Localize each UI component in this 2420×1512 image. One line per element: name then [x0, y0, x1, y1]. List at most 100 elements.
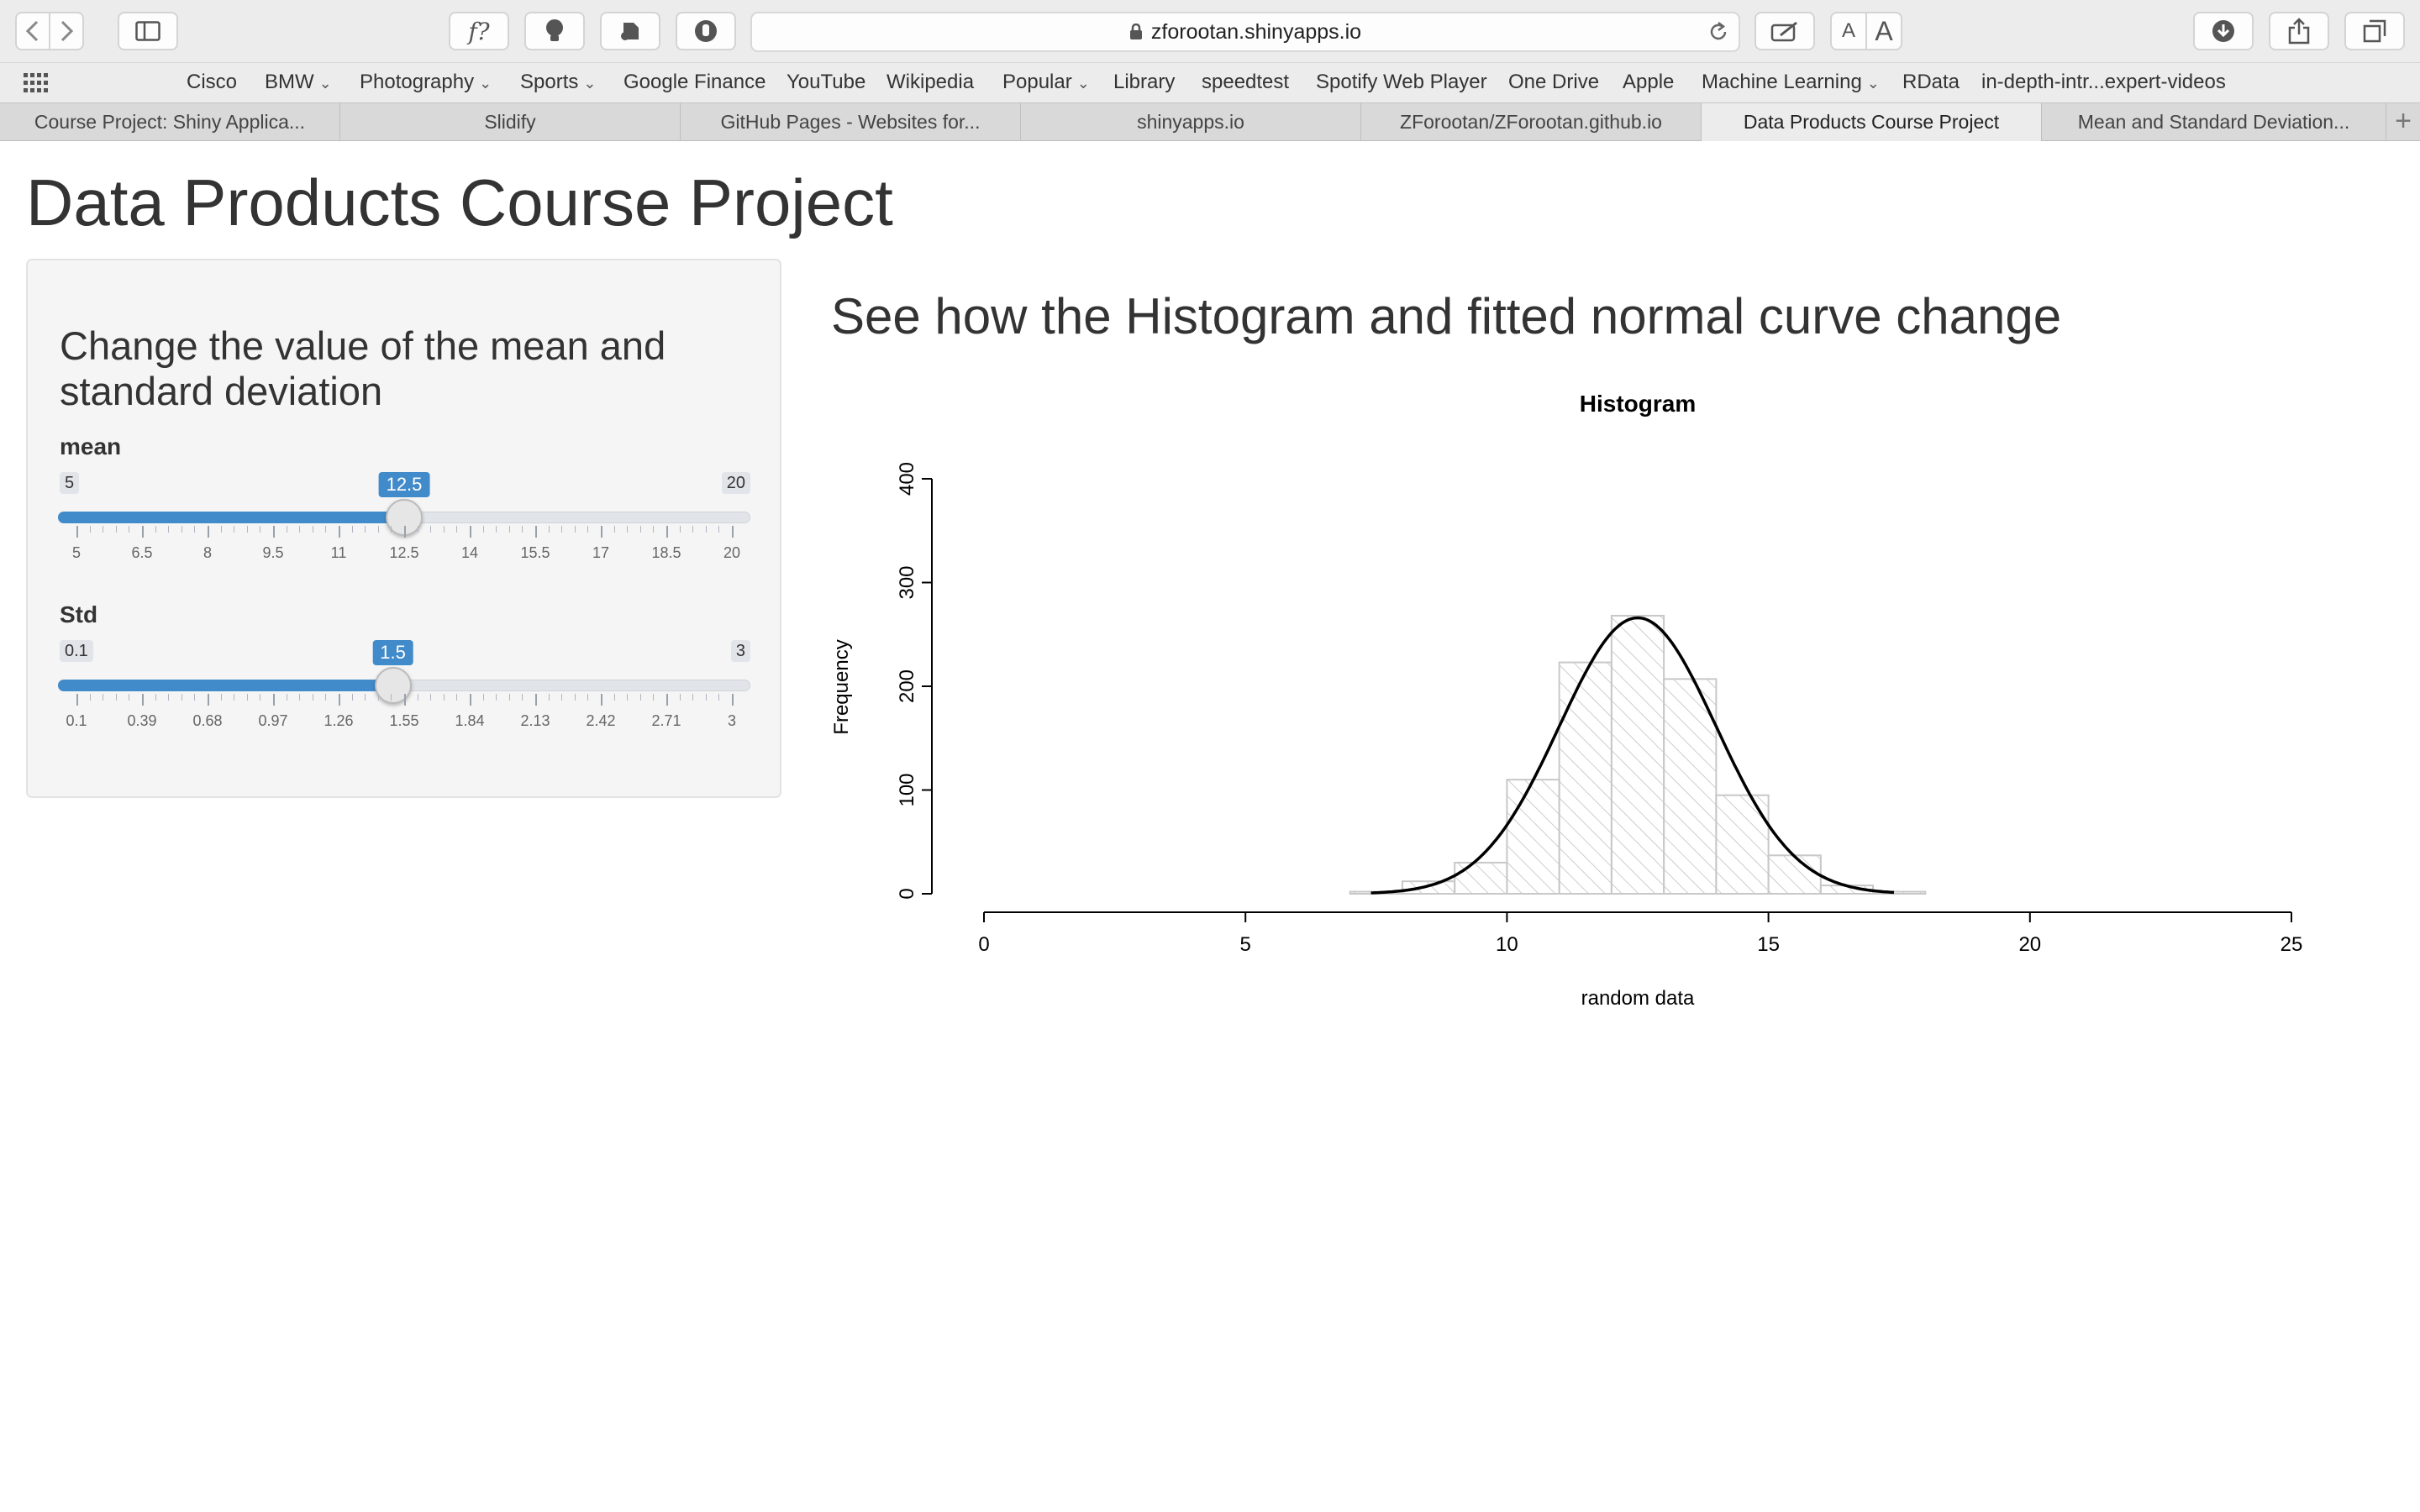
bookmark-wikipedia[interactable]: Wikipedia — [886, 71, 975, 93]
slider-tick-label: 2.13 — [520, 712, 550, 729]
forward-button[interactable] — [49, 12, 84, 50]
slider-value-label: 12.5 — [378, 472, 430, 497]
slider-minor-tick — [692, 526, 694, 533]
slider-minor-tick — [168, 694, 170, 701]
slider-tick — [76, 694, 78, 706]
address-url: zforootan.shinyapps.io — [1150, 20, 1362, 44]
bookmark-library[interactable]: Library — [1113, 71, 1176, 93]
font-larger-button[interactable]: A — [1865, 12, 1902, 50]
slider-tick — [535, 694, 537, 706]
chevron-down-icon: ⌄ — [583, 75, 597, 92]
font-smaller-label: A — [1841, 19, 1855, 42]
bookmark-speedtest[interactable]: speedtest — [1202, 71, 1290, 93]
tab-course-project[interactable]: Course Project: Shiny Applica... — [0, 103, 340, 141]
slider-tick — [339, 694, 340, 706]
new-tab-button[interactable]: + — [2386, 103, 2420, 141]
bookmark-spotify[interactable]: Spotify Web Player — [1316, 71, 1487, 93]
back-button[interactable] — [15, 12, 50, 50]
bookmark-photography[interactable]: Photography ⌄ — [360, 71, 492, 93]
slider-minor-tick — [587, 526, 589, 533]
font-smaller-button[interactable]: A — [1830, 12, 1867, 50]
y-axis: 0 100 200 300 400 — [896, 462, 933, 900]
slider-tick — [142, 694, 144, 706]
slider-ticks — [58, 526, 750, 543]
std-slider[interactable]: 0.1 3 1.5 0.1 0.39 0.68 0.97 1.26 1.55 1.84 2.1… — [58, 640, 750, 741]
slider-minor-tick — [351, 694, 353, 701]
tab-zforootan-github[interactable]: ZForootan/ZForootan.github.io — [1361, 103, 1702, 141]
slider-tick — [208, 526, 209, 538]
slider-minor-tick — [522, 526, 523, 533]
slider-minor-tick — [561, 526, 563, 533]
lightbulb-extension-button[interactable] — [524, 12, 585, 50]
tab-data-products[interactable]: Data Products Course Project — [1702, 103, 2042, 141]
sidebar-icon — [135, 21, 160, 41]
bookmark-sports[interactable]: Sports ⌄ — [520, 71, 597, 93]
slider-minor-tick — [299, 526, 301, 533]
bookmark-popular[interactable]: Popular ⌄ — [1002, 71, 1090, 93]
bookmark-youtube[interactable]: YouTube — [786, 71, 866, 93]
slider-max-label: 20 — [721, 472, 750, 494]
bookmark-apple[interactable]: Apple — [1623, 71, 1675, 93]
tab-mean-std[interactable]: Mean and Standard Deviation... — [2042, 103, 2386, 141]
slider-tick — [732, 526, 734, 538]
tab-shinyapps[interactable]: shinyapps.io — [1021, 103, 1361, 141]
slider-minor-tick — [508, 526, 510, 533]
downloads-button[interactable] — [2193, 12, 2254, 50]
slider-minor-tick — [548, 694, 550, 701]
slider-minor-tick — [522, 694, 523, 701]
slider-minor-tick — [246, 526, 248, 533]
bookmark-bmw[interactable]: BMW ⌄ — [265, 71, 332, 93]
bookmark-in-depth-videos[interactable]: in-depth-intr...expert-videos — [1981, 71, 2226, 93]
slider-tick-label: 17 — [592, 544, 610, 561]
bookmark-rdata[interactable]: RData — [1902, 71, 1960, 93]
slider-tick — [273, 694, 275, 706]
slider-tick — [76, 526, 78, 538]
mean-slider-label: mean — [60, 433, 122, 459]
y-tick-label: 300 — [896, 565, 918, 599]
address-bar[interactable]: zforootan.shinyapps.io — [750, 12, 1740, 52]
hand-extension-button[interactable] — [676, 12, 736, 50]
slider-tick — [404, 526, 406, 538]
sidebar-toggle-button[interactable] — [118, 12, 178, 50]
slider-minor-tick — [627, 694, 629, 701]
slider-minor-tick — [574, 694, 576, 701]
slider-tick-label: 11 — [330, 544, 347, 561]
main-heading: See how the Histogram and fitted normal … — [831, 288, 2062, 344]
bookmark-machine-learning[interactable]: Machine Learning ⌄ — [1702, 71, 1880, 93]
hand-icon — [695, 20, 717, 42]
mean-slider[interactable]: 5 20 12.5 5 6.5 8 9.5 11 12.5 14 15.5 17 18.5 20 — [58, 472, 750, 573]
slider-tick-label: 14 — [460, 544, 479, 561]
sidebar-heading: Change the value of the mean and standar… — [60, 323, 666, 413]
plus-icon: + — [2395, 105, 2412, 137]
slider-max-label: 3 — [730, 640, 750, 662]
share-button[interactable] — [2269, 12, 2329, 50]
reload-icon[interactable] — [1707, 20, 1730, 44]
annotate-button[interactable] — [1754, 12, 1815, 50]
apps-grid-icon[interactable] — [24, 73, 49, 93]
slider-tick — [273, 526, 275, 538]
tab-github-pages[interactable]: GitHub Pages - Websites for... — [681, 103, 1021, 141]
histogram-bar — [1610, 615, 1665, 895]
slider-minor-tick — [496, 694, 497, 701]
x-tick-label: 0 — [978, 933, 989, 956]
histogram-chart: Histogram random data Frequency 0 5 10 15 20… — [831, 391, 2302, 1010]
tab-slidify[interactable]: Slidify — [340, 103, 681, 141]
slider-minor-tick — [299, 694, 301, 701]
share-icon — [2288, 18, 2310, 45]
slider-tick — [470, 694, 471, 706]
function-extension-button[interactable]: f? — [449, 12, 509, 50]
bookmark-google-finance[interactable]: Google Finance — [623, 71, 766, 93]
evernote-extension-button[interactable] — [600, 12, 660, 50]
slider-tick-labels: 5 6.5 8 9.5 11 12.5 14 15.5 17 18.5 20 — [58, 544, 750, 564]
slider-minor-tick — [365, 694, 366, 701]
show-tabs-button[interactable] — [2344, 12, 2405, 50]
bookmark-cisco[interactable]: Cisco — [187, 71, 238, 93]
bookmark-one-drive[interactable]: One Drive — [1508, 71, 1600, 93]
slider-minor-tick — [115, 526, 117, 533]
slider-tick-label: 3 — [727, 712, 737, 729]
slider-minor-tick — [613, 694, 615, 701]
histogram-bar — [1454, 861, 1508, 895]
slider-tick — [339, 526, 340, 538]
slider-minor-tick — [639, 526, 641, 533]
slider-minor-tick — [365, 526, 366, 533]
